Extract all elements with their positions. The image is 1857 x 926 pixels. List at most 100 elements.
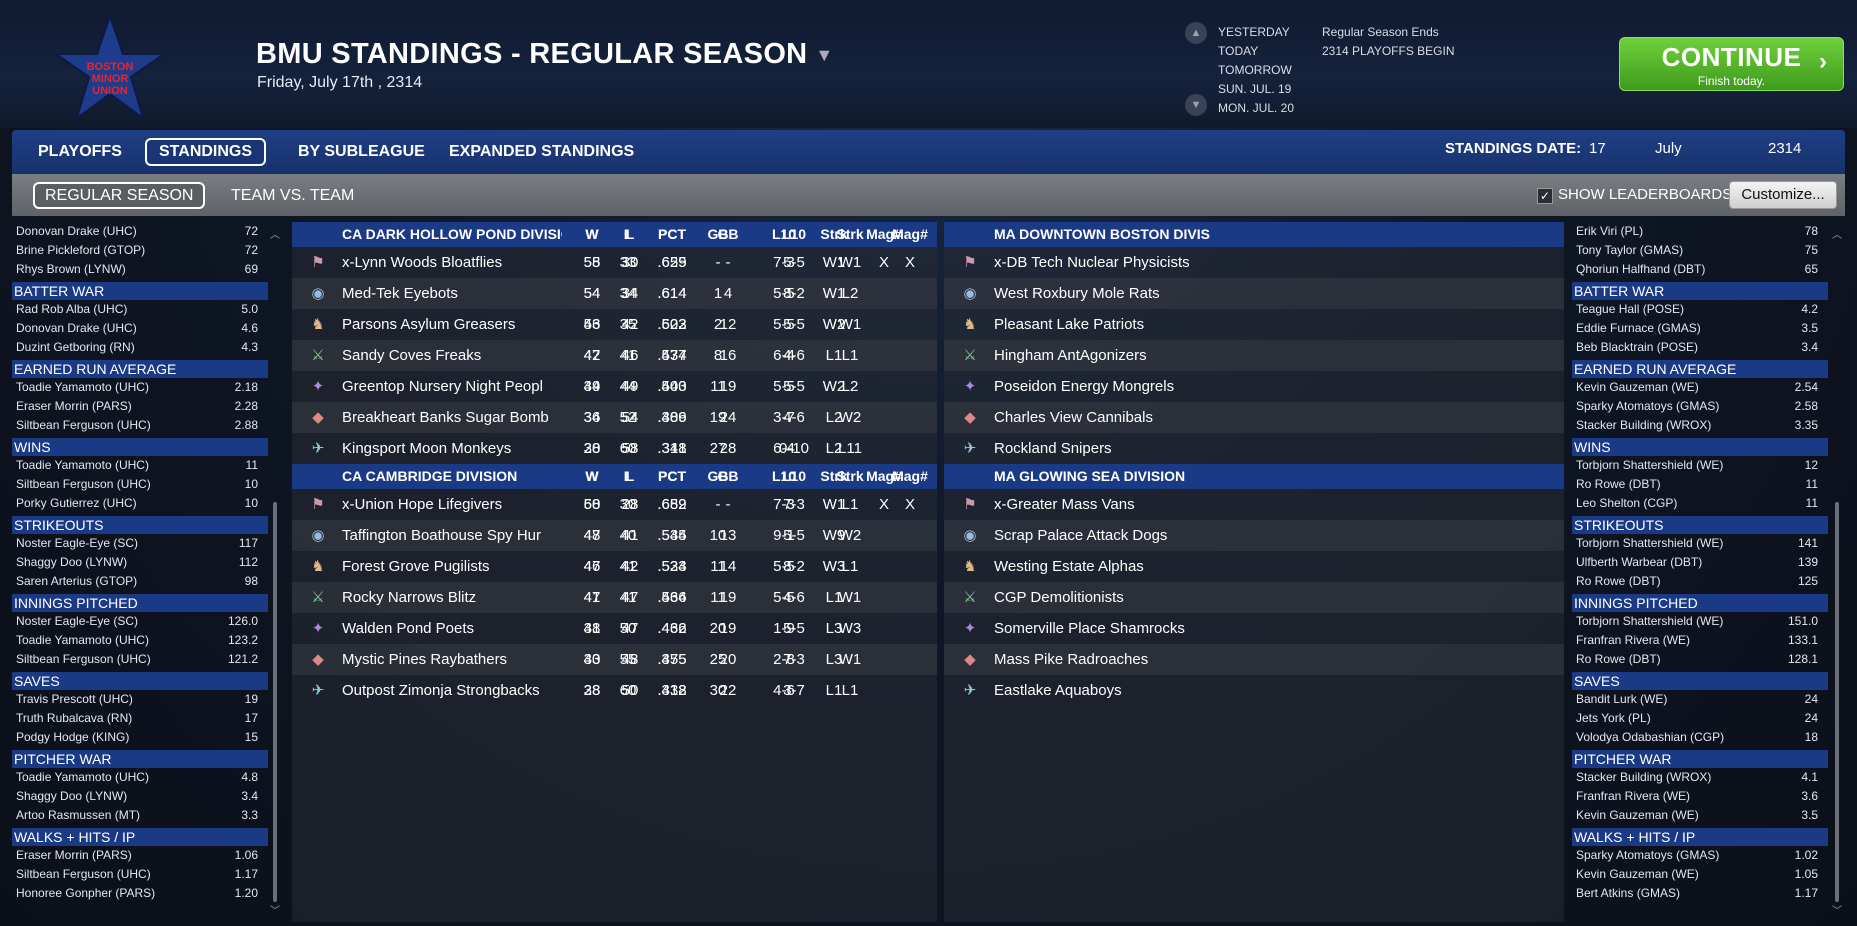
player-name[interactable]: Torbjorn Shattershield (WE) — [1576, 536, 1724, 550]
team-row[interactable]: ⚑ x-Lynn Woods Bloatflies 58 30 .659 - 5-5 W1 X — [292, 247, 937, 278]
team-name[interactable]: x-Greater Mass Vans — [994, 496, 1135, 513]
team-name[interactable]: Eastlake Aquaboys — [994, 682, 1122, 699]
column-header-magnum[interactable]: Mag# — [866, 226, 902, 242]
column-header-l[interactable]: L — [623, 468, 633, 484]
team-name[interactable]: Sandy Coves Freaks — [342, 347, 482, 364]
team-row[interactable]: ⚔ Rocky Narrows Blitz 41 47.466 19 4-6 W1 — [292, 582, 937, 613]
column-header-gb[interactable]: GB — [717, 226, 739, 242]
player-name[interactable]: Qhoriun Halfhand (DBT) — [1576, 262, 1706, 276]
column-header-pct[interactable]: PCT — [658, 468, 686, 484]
player-name[interactable]: Shaggy Doo (LYNW) — [16, 555, 128, 569]
standings-date-month[interactable]: July — [1655, 140, 1682, 157]
player-name[interactable]: Podgy Hodge (KING) — [16, 730, 130, 744]
column-header-gb[interactable]: GB — [717, 468, 739, 484]
player-name[interactable]: Siltbean Ferguson (UHC) — [16, 867, 151, 881]
team-row[interactable]: ♞ Westing Estate Alphas 47 41 .534 11 5-5 W3 — [584, 551, 1564, 582]
player-name[interactable]: Saren Arterius (GTOP) — [16, 574, 138, 588]
player-name[interactable]: Kevin Gauzeman (WE) — [1576, 867, 1699, 881]
player-name[interactable]: Toadie Yamamoto (UHC) — [16, 633, 149, 647]
player-name[interactable]: Leo Shelton (CGP) — [1576, 496, 1678, 510]
date-sun[interactable]: SUN. JUL. 19 — [1218, 82, 1292, 96]
team-name[interactable]: Walden Pond Poets — [342, 620, 475, 637]
column-header-w[interactable]: W — [585, 226, 599, 242]
column-header-magnum[interactable]: Mag# — [892, 226, 928, 242]
team-name[interactable]: Charles View Cannibals — [994, 409, 1153, 426]
column-header-pct[interactable]: PCT — [658, 226, 686, 242]
player-name[interactable]: Noster Eagle-Eye (SC) — [16, 614, 139, 628]
team-row[interactable]: ◉ Scrap Palace Attack Dogs 48 40 .545 10 9-1 W9 — [584, 520, 1564, 551]
player-name[interactable]: Toadie Yamamoto (UHC) — [16, 458, 149, 472]
team-name[interactable]: x-Union Hope Lifegivers — [342, 496, 503, 513]
division-name[interactable]: MA DOWNTOWN BOSTON DIVIS — [994, 226, 1210, 242]
date-yesterday[interactable]: YESTERDAY — [1218, 25, 1290, 39]
team-row[interactable]: ⚔ Hingham AntAgonizers 47 41 .534 8 6-4 L1 — [584, 340, 1564, 371]
team-name[interactable]: Breakheart Banks Sugar Bomb — [342, 409, 549, 426]
column-header-strk[interactable]: Strk — [836, 226, 864, 242]
team-row[interactable]: ♞ Forest Grove Pugilists 46 42 .523 14 8-2 L1 — [292, 551, 937, 582]
scroll-thumb[interactable] — [273, 502, 277, 902]
player-name[interactable]: Duzint Getboring (RN) — [16, 340, 135, 354]
player-name[interactable]: Ro Rowe (DBT) — [1576, 477, 1661, 491]
team-name[interactable]: Hingham AntAgonizers — [994, 347, 1147, 364]
team-name[interactable]: Mystic Pines Raybathers — [342, 651, 508, 668]
subtab-regular-season[interactable]: REGULAR SEASON — [33, 182, 206, 209]
team-row[interactable]: ✈ Rockland Snipers 28 60 .318 27 6-4 L2 — [584, 433, 1564, 464]
chevron-down-icon[interactable]: ▼ — [1185, 94, 1207, 116]
team-name[interactable]: Mass Pike Radroaches — [994, 651, 1149, 668]
scroll-up-icon[interactable]: ︿ — [270, 230, 280, 241]
team-row[interactable]: ⚑ x-DB Tech Nuclear Physicists 55 33 .625 - 7-… — [584, 247, 1564, 278]
continue-button[interactable]: CONTINUE Finish today. › — [1619, 37, 1844, 91]
chevron-up-icon[interactable]: ▲ — [1185, 22, 1207, 44]
subtab-team-vs-team[interactable]: TEAM VS. TEAM — [231, 187, 355, 204]
player-name[interactable]: Eraser Morrin (PARS) — [16, 399, 132, 413]
player-name[interactable]: Eraser Morrin (PARS) — [16, 848, 132, 862]
team-row[interactable]: ⚑ x-Union Hope Lifegivers 60 28 .682 - 7-3 L1 X — [292, 489, 937, 520]
player-name[interactable]: Travis Prescott (UHC) — [16, 692, 133, 706]
team-name[interactable]: x-DB Tech Nuclear Physicists — [994, 254, 1190, 271]
team-row[interactable]: ✦ Greentop Nursery Night Peopl 39 49 .443 19 5… — [292, 371, 937, 402]
team-name[interactable]: CGP Demolitionists — [994, 589, 1124, 606]
date-today[interactable]: TODAY — [1218, 44, 1259, 58]
player-name[interactable]: Rhys Brown (LYNW) — [16, 262, 126, 276]
player-name[interactable]: Franfran Rivera (WE) — [1576, 789, 1691, 803]
team-row[interactable]: ◆ Breakheart Banks Sugar Bomb 34 54 .386 24 4-… — [292, 402, 937, 433]
player-name[interactable]: Volodya Odabashian (CGP) — [1576, 730, 1725, 744]
player-name[interactable]: Honoree Gonpher (PARS) — [16, 886, 156, 900]
player-name[interactable]: Torbjorn Shattershield (WE) — [1576, 614, 1724, 628]
player-name[interactable]: Kevin Gauzeman (WE) — [1576, 380, 1699, 394]
column-header-l10[interactable]: L10 — [771, 468, 797, 484]
player-name[interactable]: Donovan Drake (UHC) — [16, 321, 137, 335]
column-header-strk[interactable]: Strk — [836, 468, 864, 484]
team-name[interactable]: Rockland Snipers — [994, 440, 1112, 457]
player-name[interactable]: Teague Hall (POSE) — [1576, 302, 1685, 316]
player-name[interactable]: Torbjorn Shattershield (WE) — [1576, 458, 1724, 472]
team-row[interactable]: ◉ Med-Tek Eyebots 54 34 .614 4 8-2 L2 — [292, 278, 937, 309]
player-name[interactable]: Sparky Atomatoys (GMAS) — [1576, 848, 1720, 862]
team-name[interactable]: Med-Tek Eyebots — [342, 285, 458, 302]
team-row[interactable]: ✦ Somerville Place Shamrocks 38 50 .432 20 1-9… — [584, 613, 1564, 644]
tab-standings[interactable]: STANDINGS — [145, 138, 267, 166]
player-name[interactable]: Brine Pickleford (GTOP) — [16, 243, 146, 257]
player-name[interactable]: Erik Viri (PL) — [1576, 224, 1644, 238]
column-header-l10[interactable]: L10 — [781, 468, 807, 484]
player-name[interactable]: Beb Blacktrain (POSE) — [1576, 340, 1699, 354]
team-name[interactable]: Rocky Narrows Blitz — [342, 589, 477, 606]
date-tomorrow[interactable]: TOMORROW — [1218, 63, 1292, 77]
scroll-thumb[interactable] — [1835, 502, 1839, 902]
player-name[interactable]: Bert Atkins (GMAS) — [1576, 886, 1681, 900]
division-name[interactable]: CA CAMBRIDGE DIVISION — [342, 468, 518, 484]
player-name[interactable]: Stacker Building (WROX) — [1576, 770, 1712, 784]
column-header-w[interactable]: W — [585, 468, 599, 484]
customize-button[interactable]: Customize... — [1729, 181, 1837, 209]
column-header-l10[interactable]: L10 — [771, 226, 797, 242]
player-name[interactable]: Shaggy Doo (LYNW) — [16, 789, 128, 803]
player-name[interactable]: Eddie Furnace (GMAS) — [1576, 321, 1701, 335]
team-name[interactable]: Outpost Zimonja Strongbacks — [342, 682, 540, 699]
team-name[interactable]: Scrap Palace Attack Dogs — [994, 527, 1168, 544]
column-header-l[interactable]: L — [625, 226, 635, 242]
team-row[interactable]: ◆ Mass Pike Radroaches 33 55 .375 25 2-8 L3 — [584, 644, 1564, 675]
player-name[interactable]: Truth Rubalcava (RN) — [16, 711, 133, 725]
player-name[interactable]: Sparky Atomatoys (GMAS) — [1576, 399, 1720, 413]
column-header-magnum[interactable]: Mag# — [892, 468, 928, 484]
player-name[interactable]: Stacker Building (WROX) — [1576, 418, 1712, 432]
